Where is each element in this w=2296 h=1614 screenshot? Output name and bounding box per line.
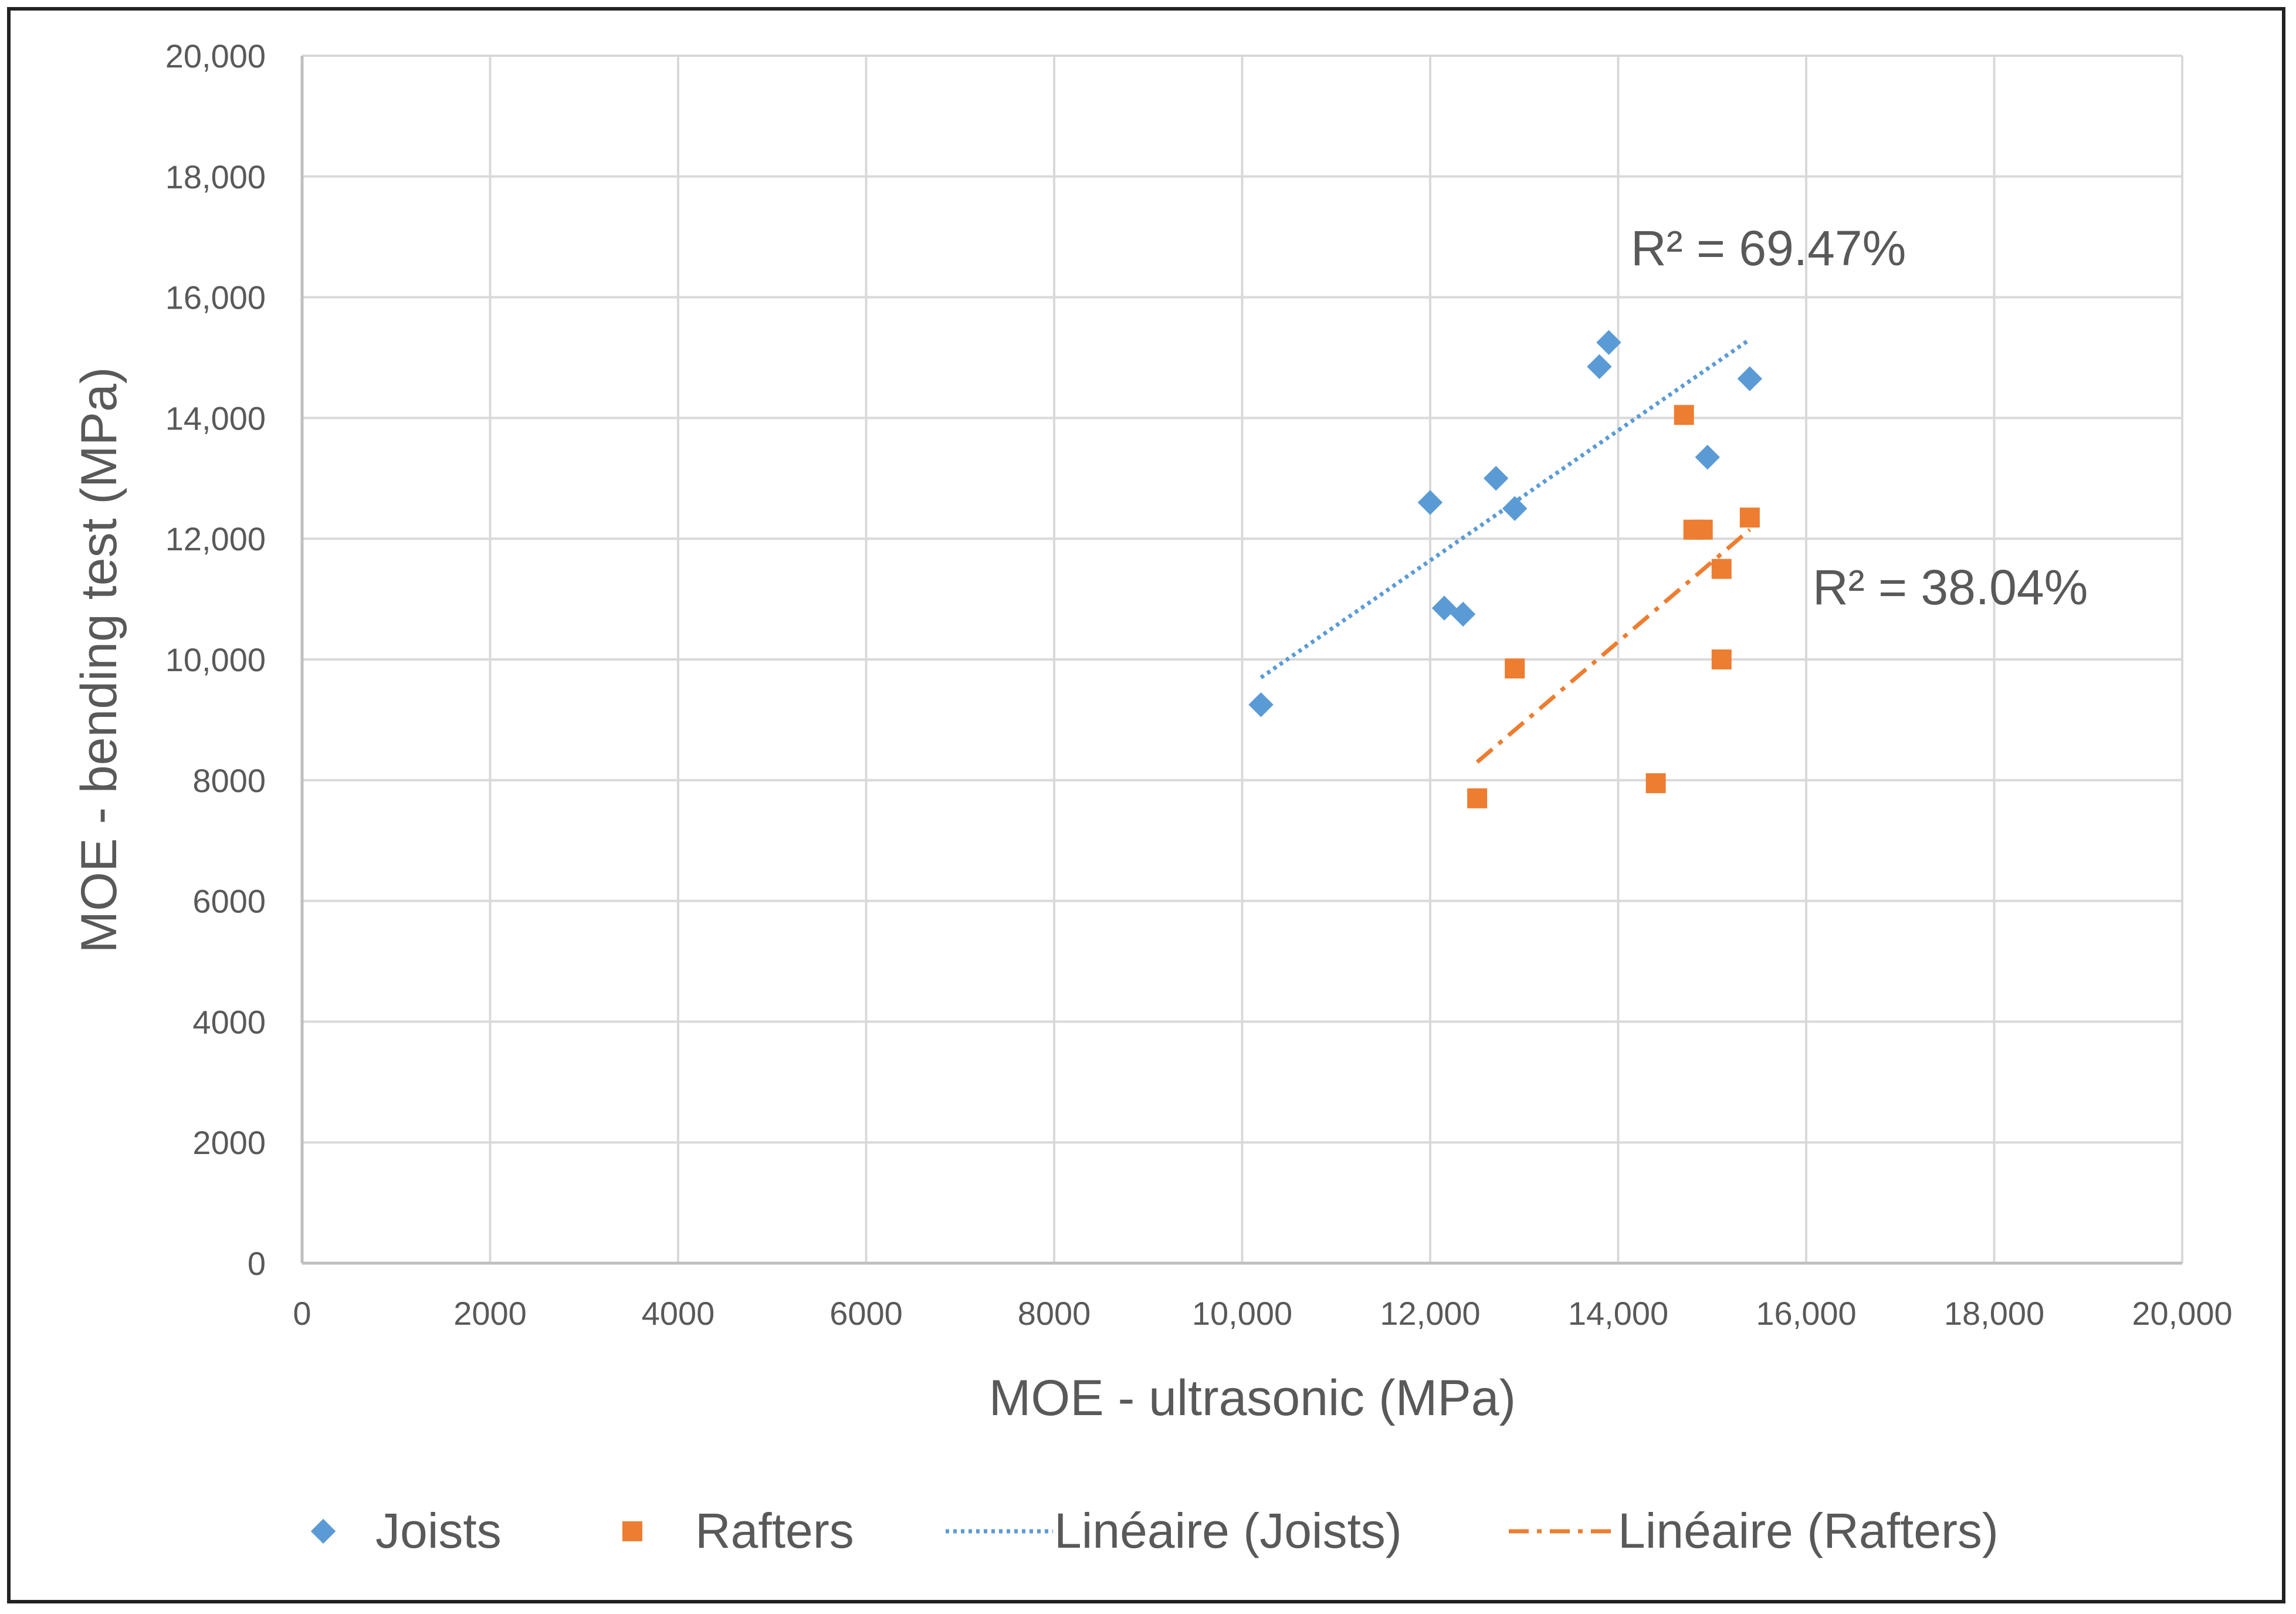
chart-frame bbox=[7, 7, 2285, 1603]
r2-annotation-joists: R² = 69.47% bbox=[1631, 221, 1906, 276]
x-tick-label: 10,000 bbox=[1192, 1295, 1292, 1332]
joists-point bbox=[1483, 466, 1509, 491]
legend-item-linear-rafters: Linéaire (Rafters) bbox=[1509, 1503, 1999, 1558]
rafters-point bbox=[1692, 519, 1713, 540]
rafters-point bbox=[1711, 649, 1732, 669]
x-tick-label: 2000 bbox=[453, 1295, 527, 1332]
legend-linear-joists-label: Linéaire (Joists) bbox=[1054, 1503, 1402, 1558]
rafters-point bbox=[1467, 788, 1488, 808]
x-axis-title: MOE - ultrasonic (MPa) bbox=[989, 1370, 1516, 1426]
joists-point bbox=[1248, 692, 1274, 718]
y-tick-label: 16,000 bbox=[165, 279, 266, 316]
rafters-point bbox=[1645, 773, 1666, 793]
legend-item-joists: Joists bbox=[310, 1503, 502, 1558]
tick-labels: 0 2000 4000 6000 8000 10,000 12,000 14,000 16,00… bbox=[165, 38, 2233, 1332]
x-tick-label: 18,000 bbox=[1944, 1295, 2044, 1332]
y-tick-label: 0 bbox=[248, 1245, 266, 1282]
x-tick-label: 20,000 bbox=[2132, 1295, 2232, 1332]
r2-annotation-rafters: R² = 38.04% bbox=[1813, 560, 2088, 615]
trendlines bbox=[1259, 337, 1752, 764]
rafters-point bbox=[1505, 658, 1525, 679]
y-axis-title: MOE - bending test (MPa) bbox=[71, 367, 127, 953]
legend-item-linear-joists: Linéaire (Joists) bbox=[946, 1503, 1402, 1558]
joists-point bbox=[1417, 490, 1443, 515]
legend-joists-label: Joists bbox=[375, 1503, 502, 1558]
x-tick-label: 0 bbox=[293, 1295, 311, 1332]
x-tick-label: 8000 bbox=[1018, 1295, 1091, 1332]
legend-rafters-marker bbox=[622, 1521, 642, 1541]
y-tick-label: 14,000 bbox=[165, 400, 266, 437]
y-tick-label: 4000 bbox=[192, 1003, 266, 1040]
joists-point bbox=[1695, 445, 1720, 470]
legend-item-rafters: Rafters bbox=[622, 1503, 854, 1558]
legend: Joists Rafters Linéaire (Joists) Linéair… bbox=[310, 1503, 1999, 1558]
axes bbox=[300, 56, 2182, 1265]
x-tick-label: 16,000 bbox=[1756, 1295, 1856, 1332]
y-tick-label: 12,000 bbox=[165, 520, 266, 557]
y-tick-label: 10,000 bbox=[165, 641, 266, 678]
legend-linear-rafters-label: Linéaire (Rafters) bbox=[1618, 1503, 1999, 1558]
y-tick-label: 18,000 bbox=[165, 158, 266, 195]
joists-point bbox=[1587, 354, 1612, 380]
x-tick-label: 4000 bbox=[642, 1295, 715, 1332]
data-points bbox=[1248, 330, 1763, 808]
legend-rafters-label: Rafters bbox=[695, 1503, 854, 1558]
y-tick-label: 20,000 bbox=[165, 38, 266, 75]
rafters-point bbox=[1711, 559, 1732, 579]
x-tick-label: 6000 bbox=[829, 1295, 903, 1332]
joists-point bbox=[1431, 595, 1457, 621]
y-tick-label: 2000 bbox=[192, 1124, 266, 1161]
joists-point bbox=[1450, 601, 1476, 627]
joists-point bbox=[1502, 496, 1528, 521]
legend-joists-marker bbox=[310, 1518, 336, 1544]
joists-point bbox=[1737, 366, 1763, 391]
x-tick-label: 12,000 bbox=[1380, 1295, 1480, 1332]
rafters-point bbox=[1674, 405, 1694, 425]
rafters-point bbox=[1739, 507, 1760, 528]
y-tick-label: 8000 bbox=[192, 762, 266, 799]
y-tick-label: 6000 bbox=[192, 883, 266, 920]
x-tick-label: 14,000 bbox=[1568, 1295, 1668, 1332]
gridlines bbox=[302, 55, 2183, 1263]
trendline-rafters bbox=[1475, 528, 1752, 764]
